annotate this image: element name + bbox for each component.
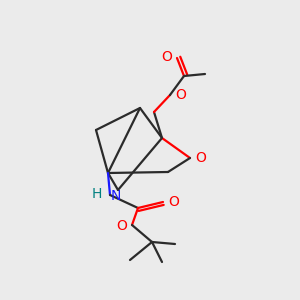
Text: H: H: [92, 187, 102, 201]
Text: N: N: [111, 189, 122, 203]
Text: O: O: [175, 88, 186, 102]
Text: O: O: [168, 195, 179, 209]
Text: O: O: [161, 50, 172, 64]
Text: O: O: [116, 219, 127, 233]
Text: O: O: [195, 151, 206, 165]
